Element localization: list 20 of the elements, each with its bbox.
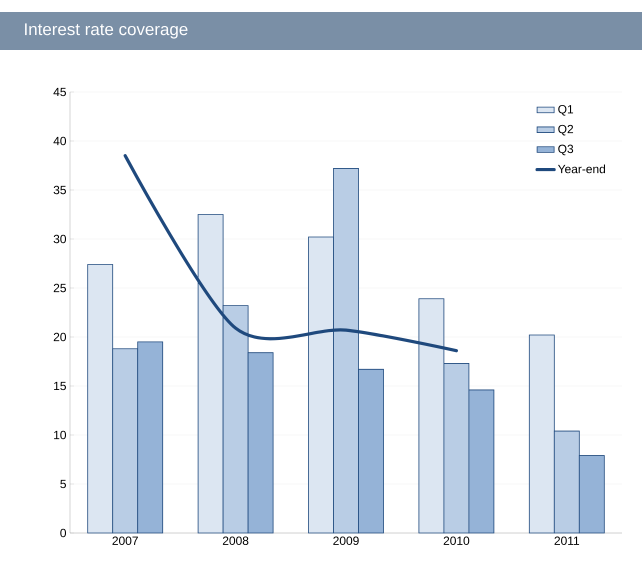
y-tick-label: 25 [54, 284, 66, 292]
legend-label: Year-end [558, 164, 606, 174]
legend-label: Q1 [558, 105, 574, 116]
y-tick-label: 40 [53, 136, 66, 146]
y-tick-label: 20 [54, 332, 66, 342]
y-tick-label: 45 [53, 88, 66, 96]
x-tick-label: 2007 [112, 536, 138, 545]
legend-label: Q3 [558, 144, 574, 156]
x-tick-label: 2009 [333, 536, 359, 545]
y-tick-label: 15 [54, 382, 66, 390]
y-tick-label: 35 [54, 186, 66, 194]
x-tick-label: 2010 [444, 536, 470, 545]
legend-label: Q2 [558, 124, 574, 136]
y-tick-label: 0 [60, 528, 66, 538]
y-tick-label: 10 [54, 430, 66, 440]
y-tick-label: 5 [60, 480, 66, 488]
x-tick-label: 2008 [222, 536, 248, 545]
chart-title: Interest rate coverage [25, 23, 188, 39]
x-tick-label: 2011 [554, 536, 580, 545]
y-tick-label: 30 [54, 234, 66, 244]
